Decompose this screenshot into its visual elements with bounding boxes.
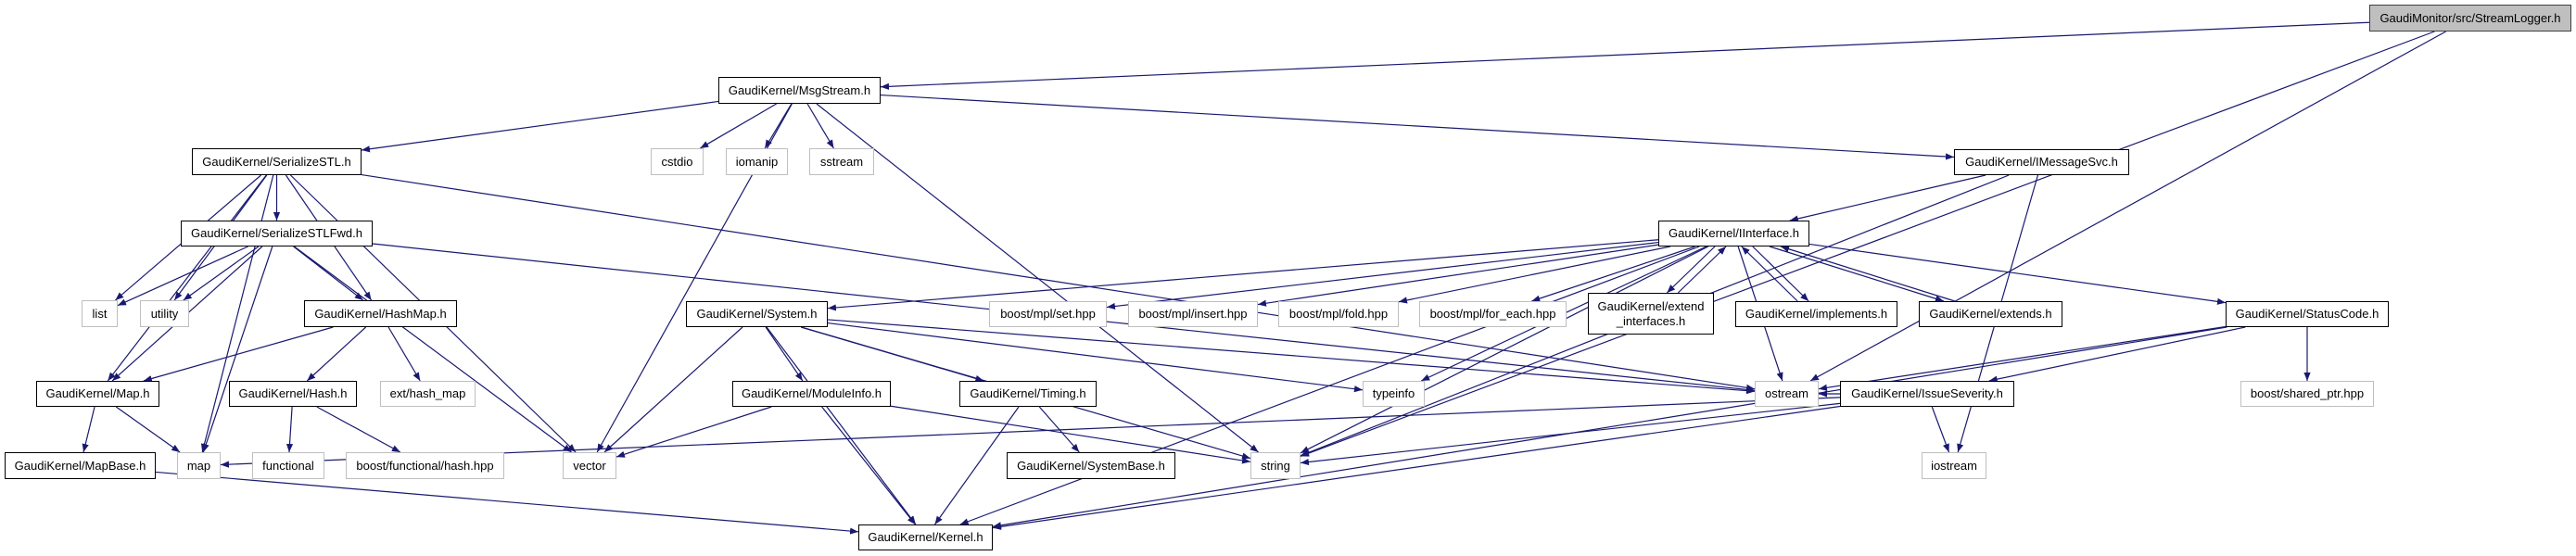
node-msgstream[interactable]: GaudiKernel/MsgStream.h: [718, 77, 881, 104]
edge-moduleinfo-to-string: [890, 405, 1251, 464]
edge-extends-to-iinterface: [1780, 246, 1956, 302]
edge-serializestlfwd-to-list: [117, 246, 248, 307]
edge-iinterface-to-mplinsert: [1257, 244, 1659, 307]
edge-system-to-vector: [603, 326, 743, 453]
edge-issueseverity-to-string: [1300, 402, 1841, 466]
edge-msgstream-to-cstdio: [700, 103, 777, 149]
node-hash[interactable]: GaudiKernel/Hash.h: [229, 381, 357, 407]
edge-serializestl-to-ostream: [361, 173, 1756, 391]
node-systembase[interactable]: GaudiKernel/SystemBase.h: [1007, 452, 1175, 479]
edge-serializestlfwd-to-map: [202, 246, 273, 453]
edge-serializestlfwd-to-utility: [183, 246, 260, 301]
node-implements[interactable]: GaudiKernel/implements.h: [1735, 301, 1897, 327]
edge-hash-to-functional: [286, 406, 294, 453]
edge-map_h-to-mapbase: [82, 406, 95, 453]
edge-hash-to-functionalhash: [316, 406, 401, 453]
node-exthashmap[interactable]: ext/hash_map: [380, 381, 476, 407]
node-list[interactable]: list: [82, 300, 118, 327]
node-iostream[interactable]: iostream: [1922, 452, 1986, 479]
edge-hashmap-to-exthashmap: [387, 326, 421, 382]
edge-moduleinfo-to-kernel: [821, 406, 916, 525]
node-serializestl[interactable]: GaudiKernel/SerializeSTL.h: [192, 148, 362, 175]
node-timing[interactable]: GaudiKernel/Timing.h: [959, 381, 1097, 407]
edge-system-to-kernel: [766, 326, 917, 525]
edge-hashmap-to-hash: [306, 326, 367, 382]
node-serializestlfwd[interactable]: GaudiKernel/SerializeSTLFwd.h: [181, 221, 373, 246]
edge-statuscode-to-kernel: [992, 326, 2227, 529]
edge-msgstream-to-string: [816, 103, 1259, 453]
node-typeinfo[interactable]: typeinfo: [1363, 381, 1425, 407]
node-sstream[interactable]: sstream: [809, 148, 874, 175]
edge-iinterface-to-system: [827, 239, 1659, 311]
edge-system-to-ostream: [827, 319, 1756, 395]
edge-timing-to-kernel: [933, 406, 1020, 525]
node-mplforeach[interactable]: boost/mpl/for_each.hpp: [1419, 301, 1567, 327]
node-sharedptr[interactable]: boost/shared_ptr.hpp: [2240, 381, 2374, 407]
node-extendinterfaces[interactable]: GaudiKernel/extend _interfaces.h: [1588, 293, 1714, 335]
edge-iinterface-to-mplset: [1106, 241, 1659, 310]
node-string[interactable]: string: [1250, 452, 1301, 479]
edge-statuscode-to-issueseverity: [1988, 326, 2246, 383]
edge-issueseverity-to-kernel: [992, 405, 1841, 530]
edge-streamlogger-to-msgstream: [880, 21, 2370, 90]
edge-serializestlfwd-to-hashmap: [293, 246, 364, 301]
edge-system-to-typeinfo: [827, 322, 1364, 393]
edge-system-to-moduleinfo: [765, 326, 804, 382]
node-iinterface[interactable]: GaudiKernel/IInterface.h: [1658, 221, 1809, 246]
edge-iinterface-to-extendinterfaces: [1666, 246, 1716, 294]
node-functional[interactable]: functional: [252, 452, 324, 479]
node-iomanip[interactable]: iomanip: [726, 148, 788, 175]
node-mplinsert[interactable]: boost/mpl/insert.hpp: [1128, 301, 1258, 327]
edge-moduleinfo-to-vector: [615, 406, 772, 458]
edge-implements-to-iinterface: [1741, 246, 1798, 302]
node-functionalhash[interactable]: boost/functional/hash.hpp: [346, 452, 504, 479]
edge-iinterface-to-string: [1300, 246, 1709, 454]
node-imessagesvc[interactable]: GaudiKernel/IMessageSvc.h: [1954, 149, 2129, 175]
edge-imessagesvc-to-iinterface: [1789, 174, 1986, 222]
node-system[interactable]: GaudiKernel/System.h: [686, 301, 828, 327]
node-statuscode[interactable]: GaudiKernel/StatusCode.h: [2226, 301, 2389, 327]
edge-msgstream-to-serializestl: [361, 100, 719, 153]
edge-extendinterfaces-to-iinterface: [1677, 246, 1727, 294]
node-map_h[interactable]: GaudiKernel/Map.h: [36, 381, 159, 407]
node-ostream[interactable]: ostream: [1755, 381, 1819, 407]
edge-iinterface-to-extends: [1769, 246, 1945, 302]
node-vector[interactable]: vector: [563, 452, 616, 479]
edge-serializestlfwd-to-vector: [294, 246, 572, 453]
node-mplset[interactable]: boost/mpl/set.hpp: [989, 301, 1107, 327]
node-kernel[interactable]: GaudiKernel/Kernel.h: [858, 524, 993, 550]
node-extends[interactable]: GaudiKernel/extends.h: [1919, 301, 2062, 327]
edge-map_h-to-map: [115, 406, 181, 453]
edge-iinterface-to-mplforeach: [1531, 246, 1695, 302]
edge-mapbase-to-kernel: [155, 471, 859, 535]
edge-iinterface-to-statuscode: [1808, 243, 2227, 305]
edge-msgstream-to-iomanip: [764, 103, 793, 149]
edge-msgstream-to-imessagesvc: [880, 94, 1955, 160]
node-map[interactable]: map: [177, 452, 221, 479]
edge-msgstream-to-sstream: [806, 103, 834, 149]
edge-streamlogger-to-string: [1300, 31, 2435, 457]
edge-statuscode-to-ostream: [1818, 325, 2227, 391]
edge-issueseverity-to-iostream: [1931, 406, 1950, 453]
edge-hashmap-to-map_h: [143, 326, 334, 383]
node-issueseverity[interactable]: GaudiKernel/IssueSeverity.h: [1840, 381, 2014, 407]
edge-serializestl-to-map_h: [107, 174, 267, 382]
node-hashmap[interactable]: GaudiKernel/HashMap.h: [304, 300, 457, 327]
node-mplfold[interactable]: boost/mpl/fold.hpp: [1278, 301, 1399, 327]
node-streamlogger[interactable]: GaudiMonitor/src/StreamLogger.h: [2369, 5, 2571, 32]
edge-iinterface-to-implements: [1752, 246, 1809, 302]
node-mapbase[interactable]: GaudiKernel/MapBase.h: [5, 452, 156, 479]
edge-streamlogger-to-ostream: [1809, 31, 2446, 382]
node-utility[interactable]: utility: [140, 300, 189, 327]
edge-iinterface-to-mplfold: [1398, 246, 1670, 304]
node-moduleinfo[interactable]: GaudiKernel/ModuleInfo.h: [732, 381, 891, 407]
node-cstdio[interactable]: cstdio: [651, 148, 704, 175]
